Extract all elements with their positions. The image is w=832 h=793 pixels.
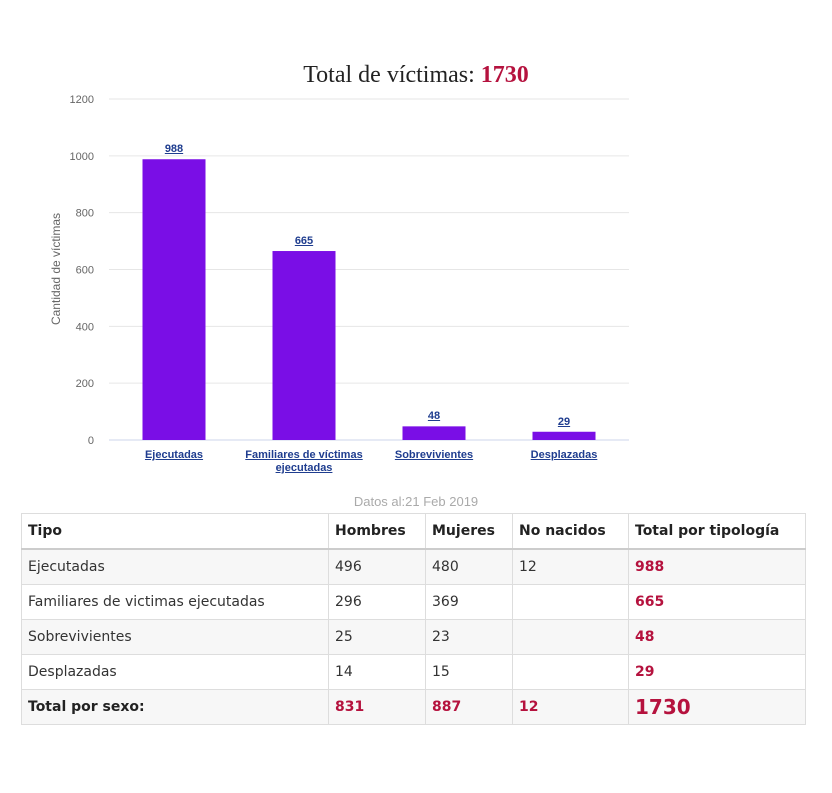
cell-no-nacidos: 12 [512,548,629,585]
cell-tipo: Familiares de victimas ejecutadas [21,584,329,620]
total-mujeres: 887 [425,689,513,725]
table-header-row: Tipo Hombres Mujeres No nacidos Total po… [21,513,806,550]
x-category-label[interactable]: Desplazadas [530,449,598,461]
y-tick-label: 800 [76,208,94,220]
chart-title-total: 1730 [480,62,529,88]
header-no-nacidos: No nacidos [512,513,629,550]
cell-mujeres: 369 [425,584,513,620]
table-row: Familiares de victimas ejecutadas 296 36… [21,584,806,620]
total-no-nacidos: 12 [512,689,629,725]
data-date: Datos al:21 Feb 2019 [353,494,479,509]
header-tipo: Tipo [21,513,329,550]
grand-total: 1730 [628,689,806,725]
table-total-row: Total por sexo: 831 887 12 1730 [21,689,806,725]
bar[interactable] [532,431,596,440]
header-total-tipologia: Total por tipología [628,513,806,550]
data-label[interactable]: 48 [427,410,441,423]
cell-tipo: Desplazadas [21,654,329,690]
y-tick-label: 400 [76,321,94,333]
header-mujeres: Mujeres [425,513,513,550]
cell-no-nacidos [512,619,629,655]
x-category-label[interactable]: Sobrevivientes [394,449,474,461]
cell-no-nacidos [512,654,629,690]
table-row: Ejecutadas 496 480 12 988 [21,548,806,585]
cell-mujeres: 23 [425,619,513,655]
y-tick-label: 0 [88,435,94,447]
cell-total: 988 [628,548,806,585]
cell-hombres: 296 [328,584,426,620]
x-category-label[interactable]: Ejecutadas [144,449,204,461]
cell-hombres: 25 [328,619,426,655]
data-label[interactable]: 29 [557,415,571,428]
cell-mujeres: 15 [425,654,513,690]
y-tick-label: 200 [76,378,94,390]
cell-tipo: Sobrevivientes [21,619,329,655]
data-label[interactable]: 665 [294,235,314,248]
bar[interactable] [272,251,336,440]
cell-total: 29 [628,654,806,690]
bar[interactable] [402,426,466,440]
header-hombres: Hombres [328,513,426,550]
table-row: Desplazadas 14 15 29 [21,654,806,690]
cell-mujeres: 480 [425,548,513,585]
y-tick-label: 600 [76,265,94,277]
cell-hombres: 14 [328,654,426,690]
cell-total: 665 [628,584,806,620]
y-tick-label: 1200 [70,94,94,106]
data-label[interactable]: 988 [164,143,184,156]
y-axis-label: Cantidad de víctimas [49,213,63,325]
chart-title-text: Total de víctimas: [303,62,475,88]
bar[interactable] [142,159,206,440]
chart-title: Total de víctimas: 1730 [0,62,832,89]
bar-chart: 0 200 400 600 800 1000 1200 Cantidad de víctima… [49,94,629,447]
total-hombres: 831 [328,689,426,725]
x-category-label[interactable]: Familiares de víctimas ejecutadas [245,449,363,474]
victims-table: Tipo Hombres Mujeres No nacidos Total po… [21,513,806,725]
total-label: Total por sexo: [21,689,329,725]
cell-hombres: 496 [328,548,426,585]
cell-no-nacidos [512,584,629,620]
cell-tipo: Ejecutadas [21,548,329,585]
cell-total: 48 [628,619,806,655]
y-tick-label: 1000 [70,151,94,163]
table-row: Sobrevivientes 25 23 48 [21,619,806,655]
